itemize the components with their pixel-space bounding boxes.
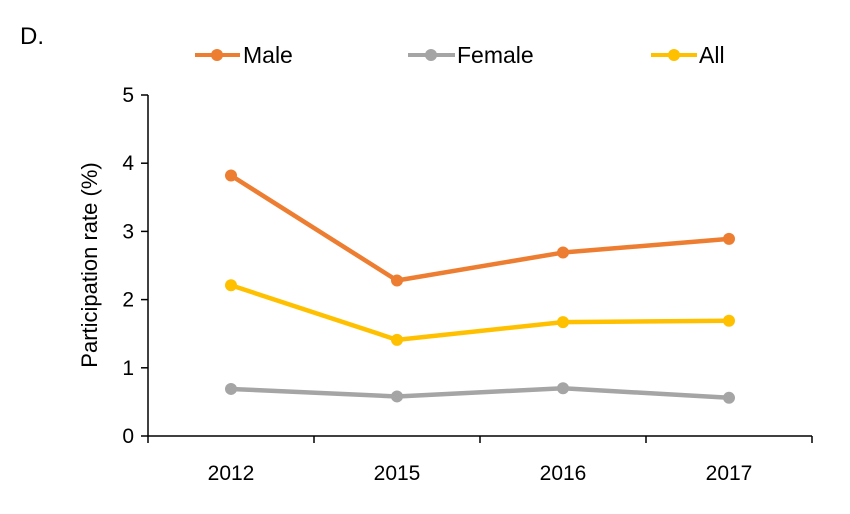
data-point-male	[391, 274, 403, 287]
y-tick-label: 2	[122, 289, 134, 312]
x-tick-label: 2015	[374, 462, 421, 485]
data-point-all	[557, 316, 569, 329]
data-point-male	[225, 169, 237, 182]
y-tick-label: 1	[122, 357, 134, 380]
x-axis-ticks: 2012 2015 2016 2017	[147, 436, 813, 485]
y-tick-label: 0	[122, 425, 134, 448]
y-tick-label: 5	[122, 84, 134, 107]
data-point-male	[557, 246, 569, 259]
legend-marker-male	[211, 49, 223, 61]
data-point-female	[723, 391, 735, 404]
series-female	[225, 382, 735, 404]
legend-marker-female	[425, 49, 437, 61]
legend-item-all: All	[651, 42, 725, 68]
data-point-female	[225, 382, 237, 395]
series-layer	[225, 169, 735, 404]
x-tick-label: 2017	[706, 462, 753, 485]
legend-item-female: Female	[408, 42, 534, 68]
y-axis-title: Participation rate (%)	[77, 162, 102, 367]
data-point-female	[391, 390, 403, 403]
legend-label-all: All	[699, 42, 725, 68]
data-point-all	[723, 314, 735, 327]
x-tick-label: 2012	[208, 462, 255, 485]
y-tick-label: 3	[122, 220, 134, 243]
legend: Male Female All	[195, 42, 725, 68]
series-line-male	[228, 173, 732, 283]
x-tick-label: 2016	[540, 462, 587, 485]
series-male	[225, 169, 735, 287]
data-point-all	[391, 333, 403, 346]
legend-marker-all	[668, 49, 680, 61]
series-line-all	[228, 283, 732, 343]
panel-label: D.	[20, 23, 44, 50]
y-axis-ticks: 0 1 2 3 4 5	[122, 84, 148, 448]
data-point-female	[557, 382, 569, 395]
legend-label-female: Female	[457, 42, 534, 68]
series-all	[225, 279, 735, 346]
data-point-male	[723, 232, 735, 245]
legend-item-male: Male	[195, 42, 293, 68]
series-line-female	[228, 386, 732, 401]
data-point-all	[225, 279, 237, 292]
y-tick-label: 4	[122, 152, 134, 175]
legend-label-male: Male	[243, 42, 293, 68]
